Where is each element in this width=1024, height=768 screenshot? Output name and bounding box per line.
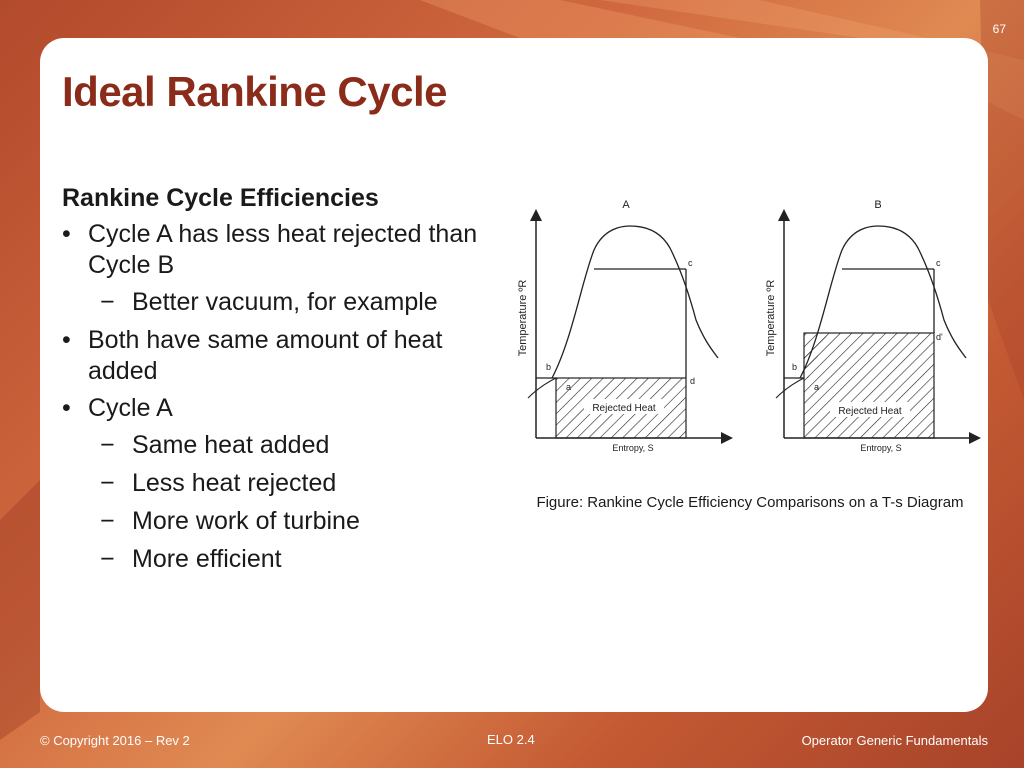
sub-bullet-item: − More work of turbine — [62, 506, 502, 537]
diagram-b-point-c: c — [936, 258, 941, 268]
bullet-dot-icon: • — [62, 394, 71, 422]
bullet-dot-icon: • — [62, 326, 71, 354]
bullet-text: Cycle A — [88, 394, 173, 422]
sub-bullet-item: − Less heat rejected — [62, 468, 502, 499]
bullet-text: Cycle A has less heat rejected than Cycl… — [88, 220, 478, 279]
diagram-b-saturation-dome — [799, 225, 967, 379]
ts-diagrams: A Temperature ºR Entropy, S Rejected Hea… — [517, 199, 981, 453]
dash-icon: − — [100, 288, 115, 316]
diagram-b-subcooled-hatch — [804, 333, 828, 378]
footer-copyright: © Copyright 2016 – Rev 2 — [40, 733, 190, 748]
diagram-b-label: B — [874, 199, 881, 211]
diagram-a-xlabel: Entropy, S — [612, 443, 653, 453]
diagram-a-region-label-bg — [584, 399, 664, 414]
sub-bullet-item: − More efficient — [62, 544, 502, 575]
diagram-a-point-d: d — [690, 376, 695, 386]
diagram-b-region-label: Rejected Heat — [838, 406, 902, 417]
bullet-item: • Both have same amount of heat added — [62, 325, 502, 387]
diagram-a-region-label: Rejected Heat — [592, 403, 656, 414]
sub-bullet-text: More work of turbine — [132, 507, 360, 535]
sub-bullet-text: Less heat rejected — [132, 469, 337, 497]
diagram-a-label: A — [622, 199, 630, 211]
sub-bullet-item: − Same heat added — [62, 430, 502, 461]
sub-bullet-text: Better vacuum, for example — [132, 288, 438, 316]
diagram-b-ylabel: Temperature ºR — [765, 280, 777, 357]
bullet-item: • Cycle A — [62, 393, 502, 424]
diagram-b-point-b: b — [792, 362, 797, 372]
diagram-a-liquid-curve — [527, 377, 557, 399]
diagram-b-point-d: d' — [936, 332, 943, 342]
diagram-a-point-b: b — [546, 362, 551, 372]
diagram-b-point-a: a — [814, 382, 819, 392]
diagram-b: B Temperature ºR Entropy, S Rejected Hea… — [765, 199, 981, 453]
dash-icon: − — [100, 431, 115, 459]
diagram-b-xlabel: Entropy, S — [860, 443, 901, 453]
subheading: Rankine Cycle Efficiencies — [62, 184, 379, 212]
diagram-b-region-label-bg — [830, 402, 910, 417]
figure-caption: Figure: Rankine Cycle Efficiency Compari… — [536, 494, 964, 511]
bullet-text: Both have same amount of heat added — [88, 326, 443, 385]
slide-number: 67 — [992, 22, 1006, 36]
diagram-a-point-a: a — [566, 382, 571, 392]
diagram-a-saturation-dome — [551, 225, 719, 379]
bullet-content: Rankine Cycle Efficiencies • Cycle A has … — [62, 184, 502, 582]
sub-bullet-item: − Better vacuum, for example — [62, 287, 502, 318]
diagram-a-point-c: c — [688, 258, 693, 268]
sub-bullet-text: Same heat added — [132, 431, 330, 459]
sub-bullet-text: More efficient — [132, 545, 282, 573]
dash-icon: − — [100, 507, 115, 535]
dash-icon: − — [100, 545, 115, 573]
bullet-item: • Cycle A has less heat rejected than Cyc… — [62, 219, 502, 281]
dash-icon: − — [100, 469, 115, 497]
diagram-b-rejected-heat-region — [803, 332, 935, 439]
bullet-dot-icon: • — [62, 220, 71, 248]
slide-title: Ideal Rankine Cycle — [62, 68, 448, 115]
diagram-a: A Temperature ºR Entropy, S Rejected Hea… — [517, 199, 733, 453]
footer-course-name: Operator Generic Fundamentals — [801, 733, 988, 748]
footer-elo: ELO 2.4 — [487, 732, 535, 747]
diagram-a-ylabel: Temperature ºR — [517, 280, 529, 357]
diagram-b-liquid-curve — [775, 377, 805, 399]
